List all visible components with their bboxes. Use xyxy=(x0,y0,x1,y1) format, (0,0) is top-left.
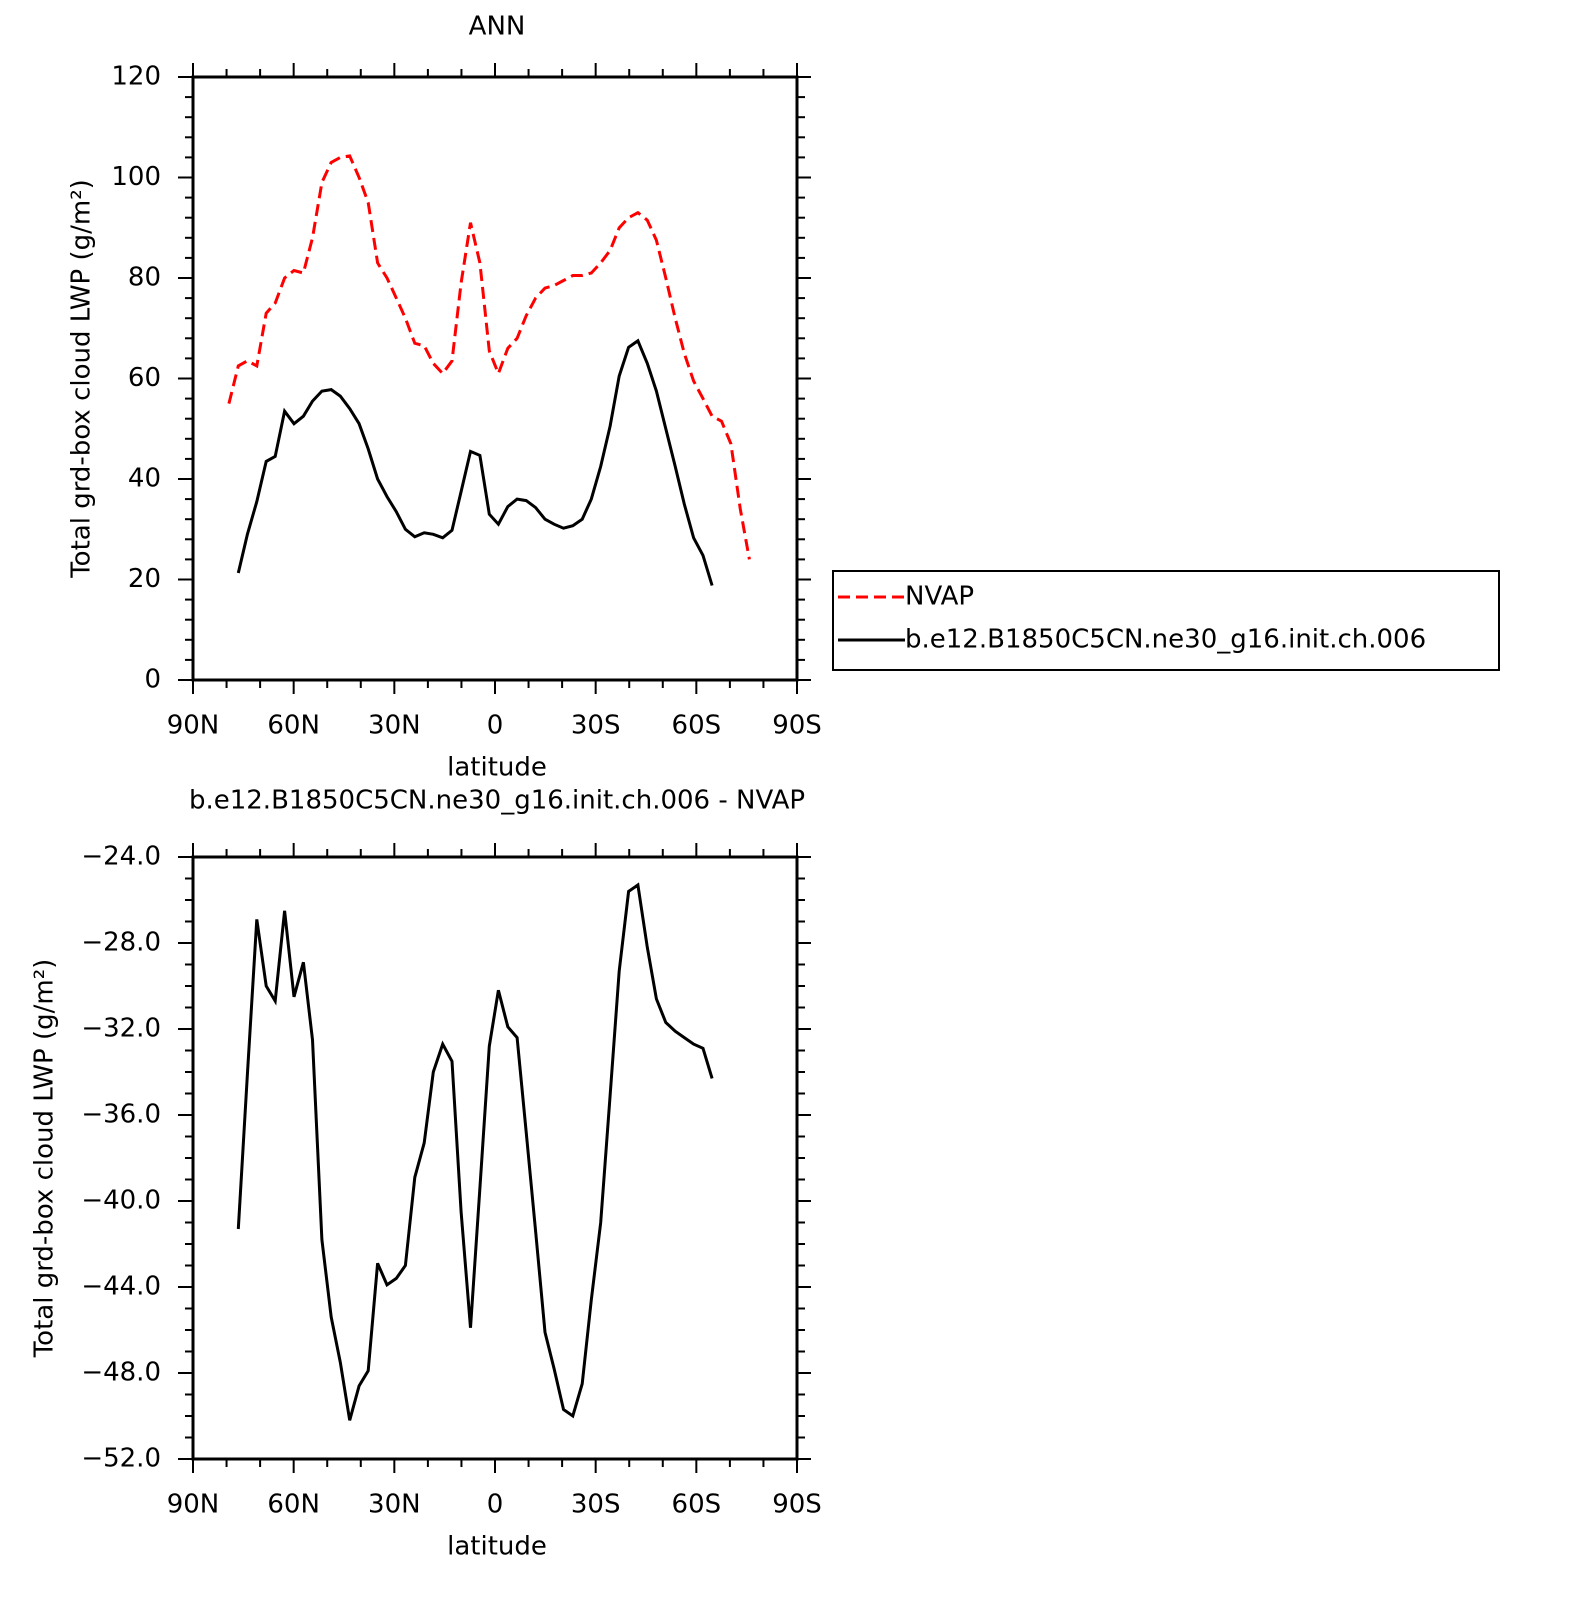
y-tick-label: −28.0 xyxy=(81,928,161,958)
y-axis-label: Total grd-box cloud LWP (g/m²) xyxy=(30,959,60,1359)
chart-title: ANN xyxy=(469,12,526,42)
x-tick-label: 0 xyxy=(487,711,504,741)
chart-title: b.e12.B1850C5CN.ne30_g16.init.ch.006 - N… xyxy=(189,786,805,816)
plot-frame xyxy=(191,75,799,682)
x-axis-label: latitude xyxy=(447,753,547,783)
x-tick-label: 30N xyxy=(368,711,421,741)
series-line xyxy=(236,882,714,1421)
y-tick-label: −24.0 xyxy=(81,842,161,872)
x-tick-label: 30S xyxy=(571,1490,621,1520)
x-tick-label: 60N xyxy=(267,711,320,741)
x-tick-label: 60S xyxy=(672,1490,722,1520)
x-tick-label: 30N xyxy=(368,1490,421,1520)
x-tick-label: 90N xyxy=(167,711,220,741)
x-tick-label: 60S xyxy=(672,711,722,741)
legend-box xyxy=(832,570,1500,671)
y-tick-label: −36.0 xyxy=(81,1100,161,1130)
x-tick-label: 0 xyxy=(487,1490,504,1520)
x-tick-label: 90N xyxy=(167,1490,220,1520)
y-tick-label: 20 xyxy=(128,564,161,594)
y-tick-label: −44.0 xyxy=(81,1272,161,1302)
x-tick-label: 90S xyxy=(772,1490,822,1520)
x-tick-label: 60N xyxy=(267,1490,320,1520)
y-tick-label: 60 xyxy=(128,363,161,393)
x-axis-label: latitude xyxy=(447,1532,547,1562)
plot-frame xyxy=(191,855,799,1461)
y-axis-label: Total grd-box cloud LWP (g/m²) xyxy=(67,179,97,579)
y-tick-label: −40.0 xyxy=(81,1186,161,1216)
series-line xyxy=(227,154,751,560)
y-tick-label: 40 xyxy=(128,464,161,494)
y-tick-label: −32.0 xyxy=(81,1014,161,1044)
y-tick-label: −52.0 xyxy=(81,1444,161,1474)
y-tick-label: 0 xyxy=(144,665,161,695)
y-tick-label: −48.0 xyxy=(81,1358,161,1388)
x-tick-label: 90S xyxy=(772,711,822,741)
legend-label: b.e12.B1850C5CN.ne30_g16.init.ch.006 xyxy=(905,625,1426,655)
y-tick-label: 120 xyxy=(111,62,161,92)
y-tick-label: 100 xyxy=(111,162,161,192)
x-tick-label: 30S xyxy=(571,711,621,741)
series-line xyxy=(236,338,714,586)
y-tick-label: 80 xyxy=(128,263,161,293)
legend-label: NVAP xyxy=(905,582,974,612)
